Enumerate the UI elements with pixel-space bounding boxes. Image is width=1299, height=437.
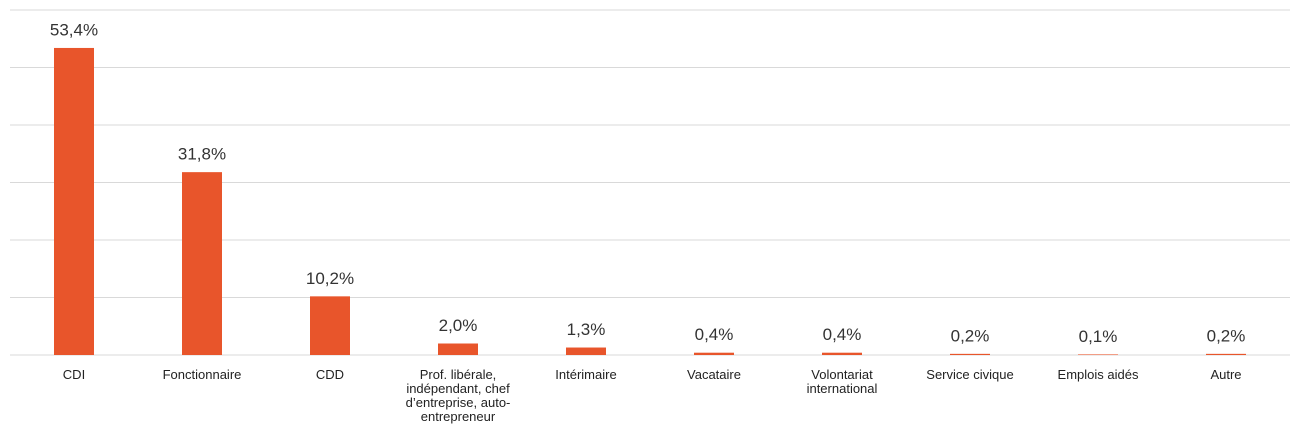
bar (694, 352, 734, 355)
x-tick-label: Prof. libérale, indépendant, chef d’entr… (405, 367, 511, 424)
x-tick-label: Vacataire (687, 367, 741, 382)
value-label: 0,1% (1079, 327, 1118, 346)
x-tick-label: Service civique (926, 367, 1014, 382)
value-label: 0,4% (695, 325, 734, 344)
value-label: 0,4% (823, 325, 862, 344)
value-label: 31,8% (178, 145, 226, 164)
value-label: 10,2% (306, 269, 354, 288)
x-tick-label: Volontariat international (806, 367, 878, 396)
x-tick-label: Fonctionnaire (162, 367, 242, 382)
bar (822, 352, 862, 355)
value-label: 0,2% (1207, 326, 1246, 345)
x-tick-label: Autre (1210, 367, 1242, 382)
x-tick-label: CDD (315, 367, 345, 382)
x-tick-label: Intérimaire (555, 367, 617, 382)
value-label: 0,2% (951, 326, 990, 345)
bar (54, 47, 94, 355)
x-tick-label: CDI (62, 367, 86, 382)
bar (950, 353, 990, 355)
value-label: 2,0% (439, 316, 478, 335)
bar (1206, 353, 1246, 355)
bar (438, 343, 478, 355)
value-label: 53,4% (50, 20, 98, 39)
bar (566, 347, 606, 355)
bar (310, 296, 350, 355)
bar (182, 172, 222, 355)
x-tick-label: Emplois aidés (1057, 367, 1139, 382)
bar (1078, 354, 1118, 355)
value-label: 1,3% (567, 320, 606, 339)
